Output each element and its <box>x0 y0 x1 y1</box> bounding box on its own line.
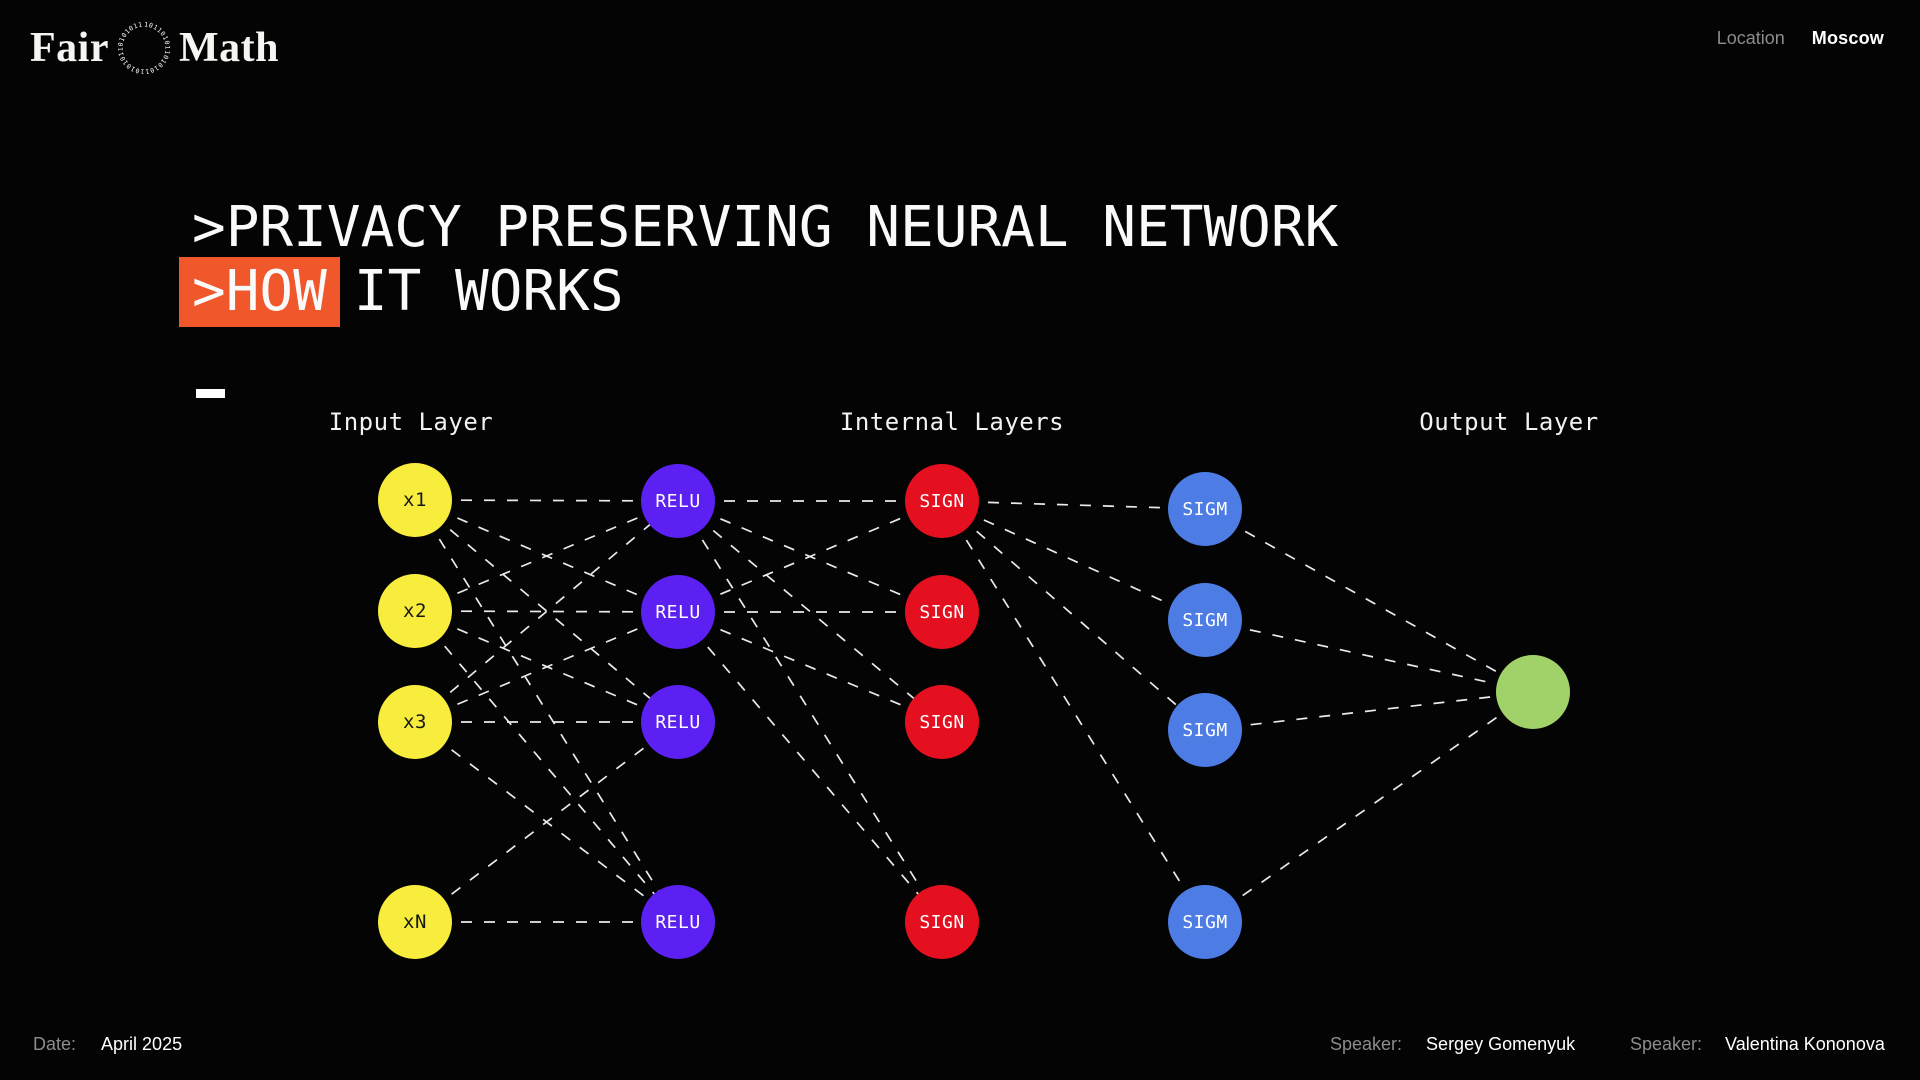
binary-ring-logo-icon: 1011010110101011010101101010110101 <box>118 22 170 74</box>
footer-speaker-2: Speaker: Valentina Kononova <box>1630 1034 1885 1055</box>
title-line-1: >PRIVACY PRESERVING NEURAL NETWORK <box>192 196 1338 260</box>
node-x3: x3 <box>378 685 452 759</box>
node-sign4: SIGN <box>905 885 979 959</box>
logo-word-math: Math <box>178 25 279 71</box>
node-sigm4: SIGM <box>1168 885 1242 959</box>
speaker-1-name: Sergey Gomenyuk <box>1426 1034 1576 1054</box>
logo-word-fair: Fair <box>30 25 109 71</box>
slide-title: >PRIVACY PRESERVING NEURAL NETWORK >HOW … <box>179 196 1338 327</box>
location-value: Moscow <box>1811 28 1884 48</box>
node-relu2: RELU <box>641 575 715 649</box>
edge-relu1-sign3 <box>677 500 943 723</box>
node-xN: xN <box>378 885 452 959</box>
edge-sign1-sigm3 <box>941 500 1206 731</box>
footer-date: Date: April 2025 <box>33 1034 182 1055</box>
title-line-2: >HOW IT WORKS <box>179 257 1338 327</box>
node-sign2: SIGN <box>905 575 979 649</box>
layer-label-2: Output Layer <box>1419 408 1599 436</box>
speaker-2-label: Speaker: <box>1630 1034 1703 1054</box>
location-label: Location <box>1716 28 1785 48</box>
edge-sign1-sigm1 <box>941 500 1206 510</box>
node-sigm3: SIGM <box>1168 693 1242 767</box>
node-sigm1: SIGM <box>1168 472 1242 546</box>
title-dash <box>196 389 225 398</box>
node-out <box>1496 655 1570 729</box>
edge-relu2-sign4 <box>677 611 943 923</box>
layer-label-0: Input Layer <box>328 408 494 436</box>
layer-label-1: Internal Layers <box>839 408 1065 436</box>
speaker-2-name: Valentina Kononova <box>1725 1034 1885 1054</box>
edge-xN-relu3 <box>414 721 679 923</box>
node-sign1: SIGN <box>905 464 979 538</box>
node-sigm2: SIGM <box>1168 583 1242 657</box>
edge-x3-relu1 <box>414 500 679 723</box>
node-relu1: RELU <box>641 464 715 538</box>
edge-sigm2-out <box>1204 619 1534 693</box>
edge-sigm4-out <box>1204 691 1534 923</box>
edge-sigm1-out <box>1204 508 1534 693</box>
edge-relu1-sign4 <box>677 500 943 923</box>
edge-sign1-sigm2 <box>941 500 1206 621</box>
edge-relu2-sign3 <box>677 611 943 723</box>
node-relu3: RELU <box>641 685 715 759</box>
edge-x1-relu4 <box>414 499 679 923</box>
date-value: April 2025 <box>101 1034 183 1054</box>
fair-math-logo: Fair 1011010110101011010101101010110101 … <box>30 22 279 74</box>
edge-relu2-sign1 <box>677 500 943 613</box>
node-x1: x1 <box>378 463 452 537</box>
edge-x2-relu1 <box>414 500 679 612</box>
footer-speaker-1: Speaker: Sergey Gomenyuk <box>1330 1034 1575 1055</box>
title-line-1-text: >PRIVACY PRESERVING NEURAL NETWORK <box>192 195 1339 260</box>
edge-x1-relu1 <box>414 499 679 502</box>
edge-x2-relu4 <box>414 610 679 923</box>
edge-x1-relu3 <box>414 499 679 723</box>
location-block: Location Moscow <box>1717 28 1884 49</box>
node-sign3: SIGN <box>905 685 979 759</box>
speaker-1-label: Speaker: <box>1330 1034 1403 1054</box>
edge-sigm3-out <box>1204 691 1534 731</box>
node-x2: x2 <box>378 574 452 648</box>
date-label: Date: <box>33 1034 77 1054</box>
edge-x3-relu2 <box>414 611 679 723</box>
title-line-2-rest: IT WORKS <box>353 259 624 324</box>
title-highlight: >HOW <box>179 257 340 327</box>
node-relu4: RELU <box>641 885 715 959</box>
edge-sign1-sigm4 <box>941 500 1206 923</box>
